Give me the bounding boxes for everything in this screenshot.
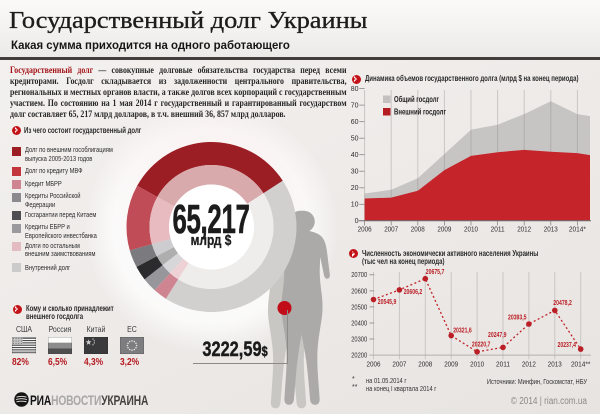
svg-text:20400: 20400 (351, 320, 367, 327)
svg-text:2007: 2007 (392, 361, 406, 368)
svg-text:20: 20 (351, 185, 359, 192)
svg-text:20300: 20300 (351, 336, 367, 343)
svg-text:2013: 2013 (548, 361, 562, 368)
svg-text:20393,5: 20393,5 (508, 313, 527, 322)
svg-text:20600: 20600 (351, 288, 367, 295)
svg-text:2014*: 2014* (569, 227, 586, 234)
svg-text:30: 30 (351, 169, 359, 176)
svg-text:50: 50 (351, 136, 359, 143)
svg-text:2012: 2012 (522, 361, 536, 368)
svg-text:2008: 2008 (411, 227, 425, 234)
svg-text:80: 80 (351, 86, 359, 93)
svg-text:2008: 2008 (418, 361, 432, 368)
svg-text:2010: 2010 (464, 227, 478, 234)
svg-text:70: 70 (351, 103, 359, 110)
svg-text:20545,9: 20545,9 (378, 297, 397, 306)
svg-text:2010: 2010 (470, 361, 484, 368)
svg-text:20478,2: 20478,2 (553, 298, 572, 307)
svg-text:2013: 2013 (544, 227, 558, 234)
svg-text:2011: 2011 (496, 361, 510, 368)
svg-text:60: 60 (351, 119, 359, 126)
svg-text:0: 0 (355, 218, 359, 225)
svg-text:Внешний госдолг: Внешний госдолг (394, 108, 446, 117)
svg-text:2014**: 2014** (571, 361, 591, 368)
svg-text:10: 10 (351, 202, 359, 209)
svg-text:2011: 2011 (491, 227, 505, 234)
svg-text:Общий госдолг: Общий госдолг (394, 95, 439, 104)
svg-text:2009: 2009 (437, 227, 451, 234)
svg-text:20500: 20500 (351, 304, 367, 311)
svg-text:40: 40 (351, 152, 359, 159)
svg-text:2006: 2006 (358, 227, 372, 234)
svg-text:20321,6: 20321,6 (453, 326, 472, 335)
svg-text:20247,9: 20247,9 (488, 330, 507, 339)
svg-text:2007: 2007 (384, 227, 398, 234)
svg-text:20606,2: 20606,2 (404, 287, 423, 296)
svg-text:2009: 2009 (444, 361, 458, 368)
svg-text:20200: 20200 (351, 353, 367, 360)
svg-text:20220,7: 20220,7 (472, 339, 491, 348)
svg-text:20675,7: 20675,7 (426, 267, 445, 276)
svg-text:20700: 20700 (351, 272, 367, 279)
svg-text:2006: 2006 (367, 361, 381, 368)
svg-text:20237,4: 20237,4 (558, 340, 577, 349)
svg-text:2012: 2012 (517, 227, 531, 234)
